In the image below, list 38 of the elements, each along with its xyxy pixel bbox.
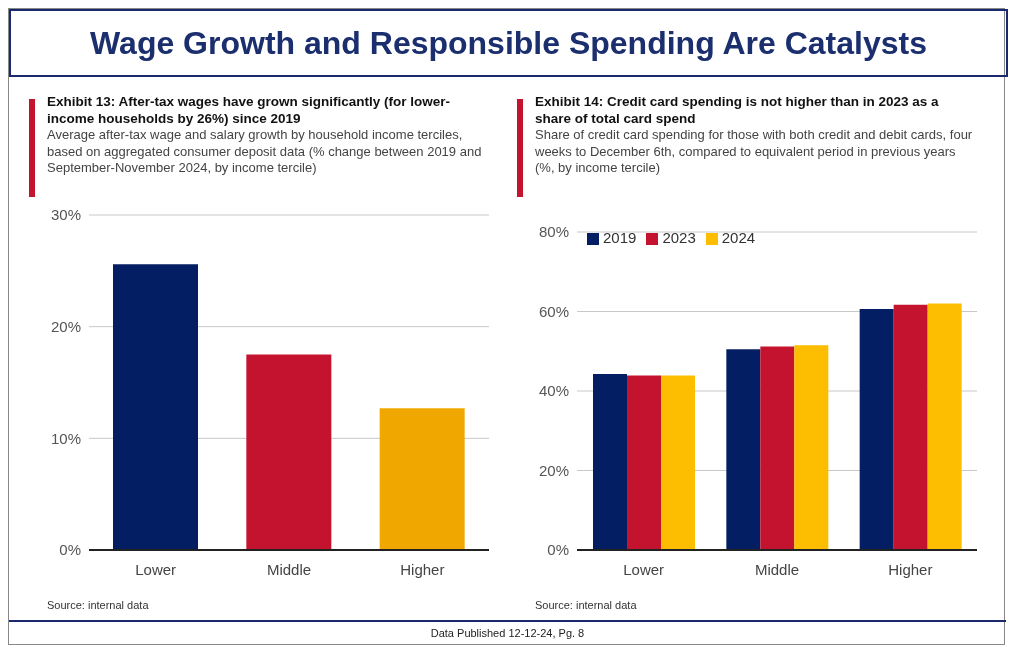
x-tick-label: Higher [400,560,445,578]
legend-label: 2019 [603,229,637,246]
bar [927,303,962,550]
bar [893,304,928,550]
y-tick-label: 0% [59,541,81,559]
y-tick-label: 0% [547,541,569,559]
source-note: Source: internal data [535,599,638,611]
y-tick-label: 20% [50,317,81,335]
y-tick-label: 30% [50,206,81,224]
y-tick-label: 10% [50,429,81,447]
chart-subtitle: Share of credit card spending for those with both credit and debit cards, four weeks to December 6th, compared to equivalent period in previous years (%, by income tercile) [535,127,974,177]
x-tick-label: Middle [754,560,800,578]
y-tick-label: 80% [538,223,569,241]
y-tick-label: 20% [538,461,569,479]
chart-title: Exhibit 13: After-tax wages have grown significantly (for lower-income households by 26%) since 2019 [47,93,452,127]
bar [627,375,661,550]
bar [246,354,332,550]
chart-subtitle: Average after-tax wage and salary growth by household income terciles, based on aggregated consumer deposit data (% change between 2019 and September-November 2024, by income tercile) [47,127,483,177]
bar [593,373,627,550]
source-note: Source: internal data [47,599,150,611]
text: Wage Growth and Responsible Spending Are Catalysts [9,9,1008,77]
x-tick-label: Lower [135,560,177,578]
text: Data Published 12-12-24, Pg. 8 [9,620,1006,644]
x-tick-label: Middle [266,560,312,578]
bar [794,345,829,550]
y-tick-label: 40% [538,382,569,400]
bar [760,346,795,550]
legend-label: 2024 [721,229,756,246]
y-tick-label: 60% [538,302,569,320]
bar [726,349,761,550]
bar [379,408,465,550]
x-tick-label: Lower [623,560,665,578]
bar [113,264,198,550]
chart-title: Exhibit 14: Credit card spending is not higher than in 2023 as a share of total card spend [535,93,940,127]
bar [859,309,894,550]
bar [661,375,695,550]
x-tick-label: Higher [888,560,933,578]
legend-label: 2023 [662,229,696,246]
